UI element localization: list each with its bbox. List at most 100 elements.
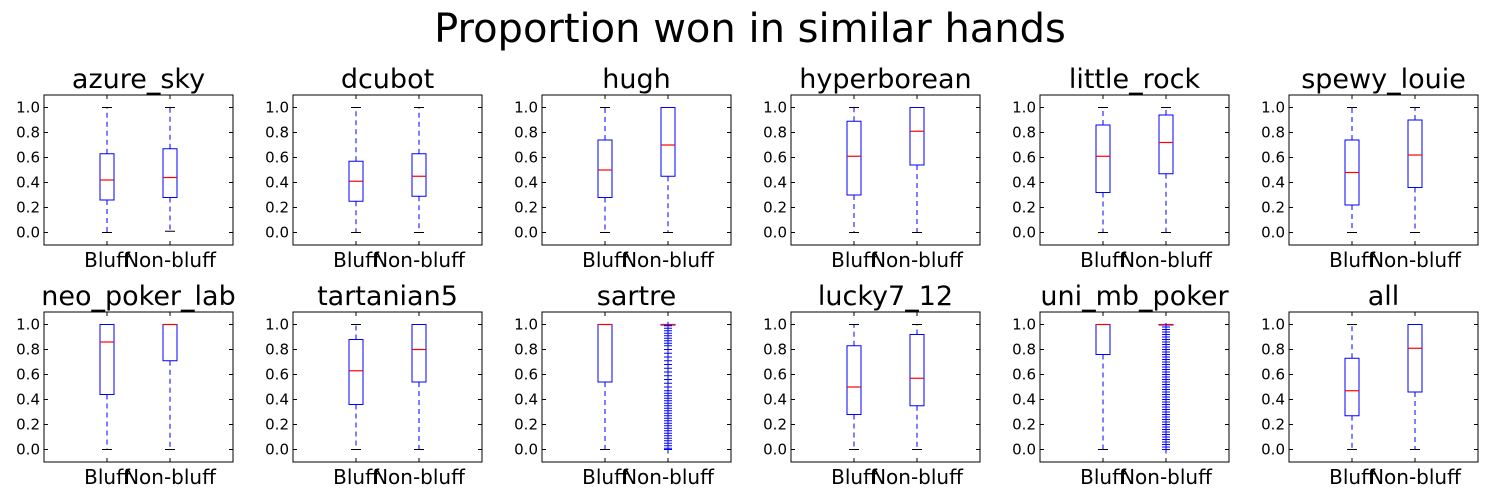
x-tick-label-bluff: Bluff	[831, 465, 878, 489]
y-tick-label: 0.8	[1012, 124, 1036, 142]
y-tick-label: 0.4	[16, 391, 40, 409]
x-tick-label-bluff: Bluff	[831, 248, 878, 272]
subplot-hyperborean: hyperborean 0.0 0.2 0.4 0.6 0.8 1.0 BluffNon-bl…	[763, 64, 981, 272]
subplot-azure-sky: azure_sky 0.0 0.2 0.4 0.6 0.8 1.0 BluffNon-bluf…	[16, 64, 234, 272]
subplot-title: spewy_louie	[1301, 64, 1466, 95]
y-tick-label: 0.4	[763, 391, 787, 409]
box-bluff	[597, 323, 613, 450]
box-non-bluff	[1158, 107, 1174, 233]
y-tick-label: 0.0	[763, 224, 787, 242]
y-tick-label: 1.0	[16, 316, 40, 334]
box-non-bluff	[162, 107, 178, 232]
subplot-lucky7-12: lucky7_12 0.0 0.2 0.4 0.6 0.8 1.0 BluffNon-bluf…	[763, 281, 981, 489]
box-iqr	[99, 153, 115, 201]
y-tick-label: 0.6	[16, 149, 40, 167]
subplot-title: hugh	[602, 64, 670, 95]
x-tick-label-non-bluff: Non-bluff	[373, 465, 466, 489]
y-tick-label: 0.6	[514, 366, 538, 384]
axes-frame	[1288, 311, 1479, 463]
box-non-bluff	[162, 323, 178, 450]
flier	[664, 321, 672, 330]
subplot-spewy-louie: spewy_louie 0.0 0.2 0.4 0.6 0.8 1.0 BluffNon-bl…	[1261, 64, 1479, 272]
y-tick-label: 0.6	[1012, 366, 1036, 384]
box-iqr	[846, 345, 862, 415]
y-tick-label: 0.6	[265, 366, 289, 384]
y-tick-label: 0.8	[265, 124, 289, 142]
subplot-title: lucky7_12	[818, 281, 953, 312]
y-tick-label: 0.0	[1012, 441, 1036, 459]
y-tick-label: 0.8	[1261, 341, 1285, 359]
y-tick-label: 1.0	[265, 316, 289, 334]
box-iqr	[411, 153, 427, 197]
y-tick-label: 0.0	[265, 224, 289, 242]
y-tick-label: 0.8	[1261, 124, 1285, 142]
subplot-title: neo_poker_lab	[41, 281, 235, 312]
axes-frame	[43, 311, 234, 463]
y-tick-label: 0.0	[1261, 441, 1285, 459]
y-tick-label: 0.6	[1261, 366, 1285, 384]
x-tick-label-bluff: Bluff	[333, 248, 380, 272]
y-tick-label: 0.0	[16, 224, 40, 242]
y-tick-label: 0.8	[763, 341, 787, 359]
y-tick-label: 0.8	[265, 341, 289, 359]
figure-title: Proportion won in similar hands	[434, 6, 1066, 52]
subplot-title: azure_sky	[72, 64, 205, 95]
y-tick-label: 0.0	[763, 441, 787, 459]
y-tick-label: 0.2	[16, 416, 40, 434]
box-iqr	[99, 324, 115, 395]
box-iqr	[1407, 324, 1423, 393]
box-iqr	[162, 148, 178, 198]
subplot-title: sartre	[597, 281, 676, 312]
y-tick-label: 0.2	[265, 199, 289, 217]
y-tick-label: 0.4	[514, 174, 538, 192]
box-iqr	[1407, 119, 1423, 188]
box-bluff	[99, 324, 115, 450]
x-tick-label-non-bluff: Non-bluff	[1369, 465, 1462, 489]
subplot-tartanian5: tartanian5 0.0 0.2 0.4 0.6 0.8 1.0 BluffNon-blu…	[265, 281, 483, 489]
box-bluff	[846, 324, 862, 450]
box-non-bluff	[1407, 324, 1423, 450]
panel-grid: azure_sky0.00.20.40.60.81.0BluffNon-bluf…	[16, 64, 1479, 489]
box-bluff	[348, 107, 364, 233]
x-tick-label-non-bluff: Non-bluff	[1120, 465, 1213, 489]
box-bluff	[348, 324, 364, 450]
x-tick-label-bluff: Bluff	[582, 465, 629, 489]
x-tick-label-non-bluff: Non-bluff	[622, 465, 715, 489]
y-tick-label: 0.6	[1261, 149, 1285, 167]
box-bluff	[597, 107, 613, 233]
y-tick-label: 0.4	[1012, 391, 1036, 409]
y-tick-label: 1.0	[1012, 99, 1036, 117]
x-tick-label-bluff: Bluff	[84, 465, 131, 489]
box-iqr	[162, 324, 178, 362]
axes-frame	[1039, 311, 1230, 463]
box-non-bluff	[1158, 323, 1174, 454]
y-tick-label: 0.2	[16, 199, 40, 217]
y-tick-label: 0.8	[1012, 341, 1036, 359]
axes-frame	[292, 94, 483, 246]
box-non-bluff	[909, 324, 925, 450]
flier	[1162, 323, 1170, 331]
y-tick-label: 0.0	[514, 441, 538, 459]
box-non-bluff	[1407, 107, 1423, 233]
y-tick-label: 0.2	[514, 416, 538, 434]
x-tick-label-non-bluff: Non-bluff	[1120, 248, 1213, 272]
box-iqr	[846, 120, 862, 196]
box-bluff	[1344, 324, 1360, 450]
y-tick-label: 0.0	[514, 224, 538, 242]
axes-frame	[541, 311, 732, 463]
box-bluff	[1344, 107, 1360, 233]
subplot-title: uni_mb_poker	[1040, 281, 1229, 312]
y-tick-label: 0.6	[16, 366, 40, 384]
y-tick-label: 1.0	[514, 316, 538, 334]
y-tick-label: 0.8	[514, 341, 538, 359]
axes-frame	[541, 94, 732, 246]
y-tick-label: 0.2	[1012, 199, 1036, 217]
x-tick-label-bluff: Bluff	[582, 248, 629, 272]
subplot-neo-poker-lab: neo_poker_lab 0.0 0.2 0.4 0.6 0.8 1.0 BluffNon-…	[16, 281, 236, 489]
x-tick-label-non-bluff: Non-bluff	[871, 248, 964, 272]
y-tick-label: 0.0	[1012, 224, 1036, 242]
axes-frame	[292, 311, 483, 463]
box-non-bluff	[909, 107, 925, 233]
